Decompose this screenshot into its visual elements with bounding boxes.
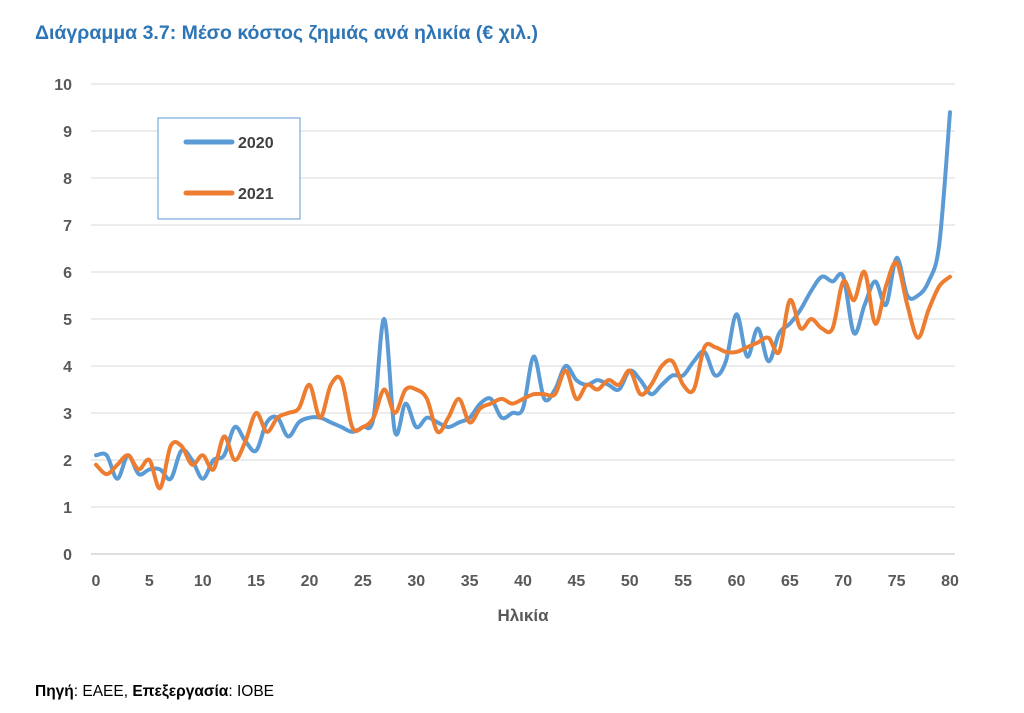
x-tick-label: 30 [407, 573, 425, 590]
chart-title: Διάγραμμα 3.7: Μέσο κόστος ζημιάς ανά ηλ… [35, 22, 539, 44]
x-tick-label: 45 [567, 573, 585, 590]
legend-box [157, 117, 301, 220]
x-tick-label: 75 [888, 573, 906, 590]
source-note: Πηγή: ΕΑΕΕ, Επεξεργασία: ΙΟΒΕ [35, 683, 274, 701]
y-tick-label: 9 [63, 124, 72, 141]
x-tick-label: 50 [621, 573, 639, 590]
y-tick-label: 7 [63, 218, 72, 235]
x-axis-label: Ηλικία [497, 606, 549, 625]
y-axis-ticks: 0 1 2 3 4 5 6 7 8 9 10 [54, 77, 72, 564]
legend-label-2021: 2021 [238, 186, 274, 203]
y-tick-label: 10 [54, 77, 72, 94]
series-line-2021 [94, 260, 952, 491]
y-tick-label: 5 [63, 312, 72, 329]
x-tick-label: 60 [728, 573, 746, 590]
processing-value: : ΙΟΒΕ [228, 683, 274, 700]
x-tick-label: 0 [92, 573, 101, 590]
processing-label: Επεξεργασία [132, 683, 229, 700]
y-tick-label: 4 [63, 359, 72, 376]
y-tick-label: 2 [63, 453, 72, 470]
y-tick-label: 0 [63, 547, 72, 564]
source-label: Πηγή [35, 683, 74, 700]
x-tick-label: 70 [834, 573, 852, 590]
x-tick-label: 5 [145, 573, 154, 590]
x-tick-label: 80 [941, 573, 959, 590]
y-tick-label: 1 [63, 500, 72, 517]
series-lines [94, 110, 952, 491]
y-tick-label: 6 [63, 265, 72, 282]
x-tick-label: 65 [781, 573, 799, 590]
source-value: : ΕΑΕΕ, [73, 683, 133, 700]
x-tick-label: 55 [674, 573, 692, 590]
series-line-2020 [94, 110, 952, 482]
legend-label-2020: 2020 [238, 135, 274, 152]
x-tick-label: 40 [514, 573, 532, 590]
legend: 2020 2021 [157, 117, 301, 220]
x-tick-label: 35 [461, 573, 479, 590]
x-tick-label: 10 [194, 573, 212, 590]
y-tick-label: 3 [63, 406, 72, 423]
x-tick-label: 25 [354, 573, 372, 590]
x-tick-label: 20 [301, 573, 319, 590]
x-axis-ticks: 0 5 10 15 20 25 30 35 40 45 50 55 60 65 70 75 80 [92, 573, 959, 590]
y-tick-label: 8 [63, 171, 72, 188]
x-tick-label: 15 [247, 573, 265, 590]
